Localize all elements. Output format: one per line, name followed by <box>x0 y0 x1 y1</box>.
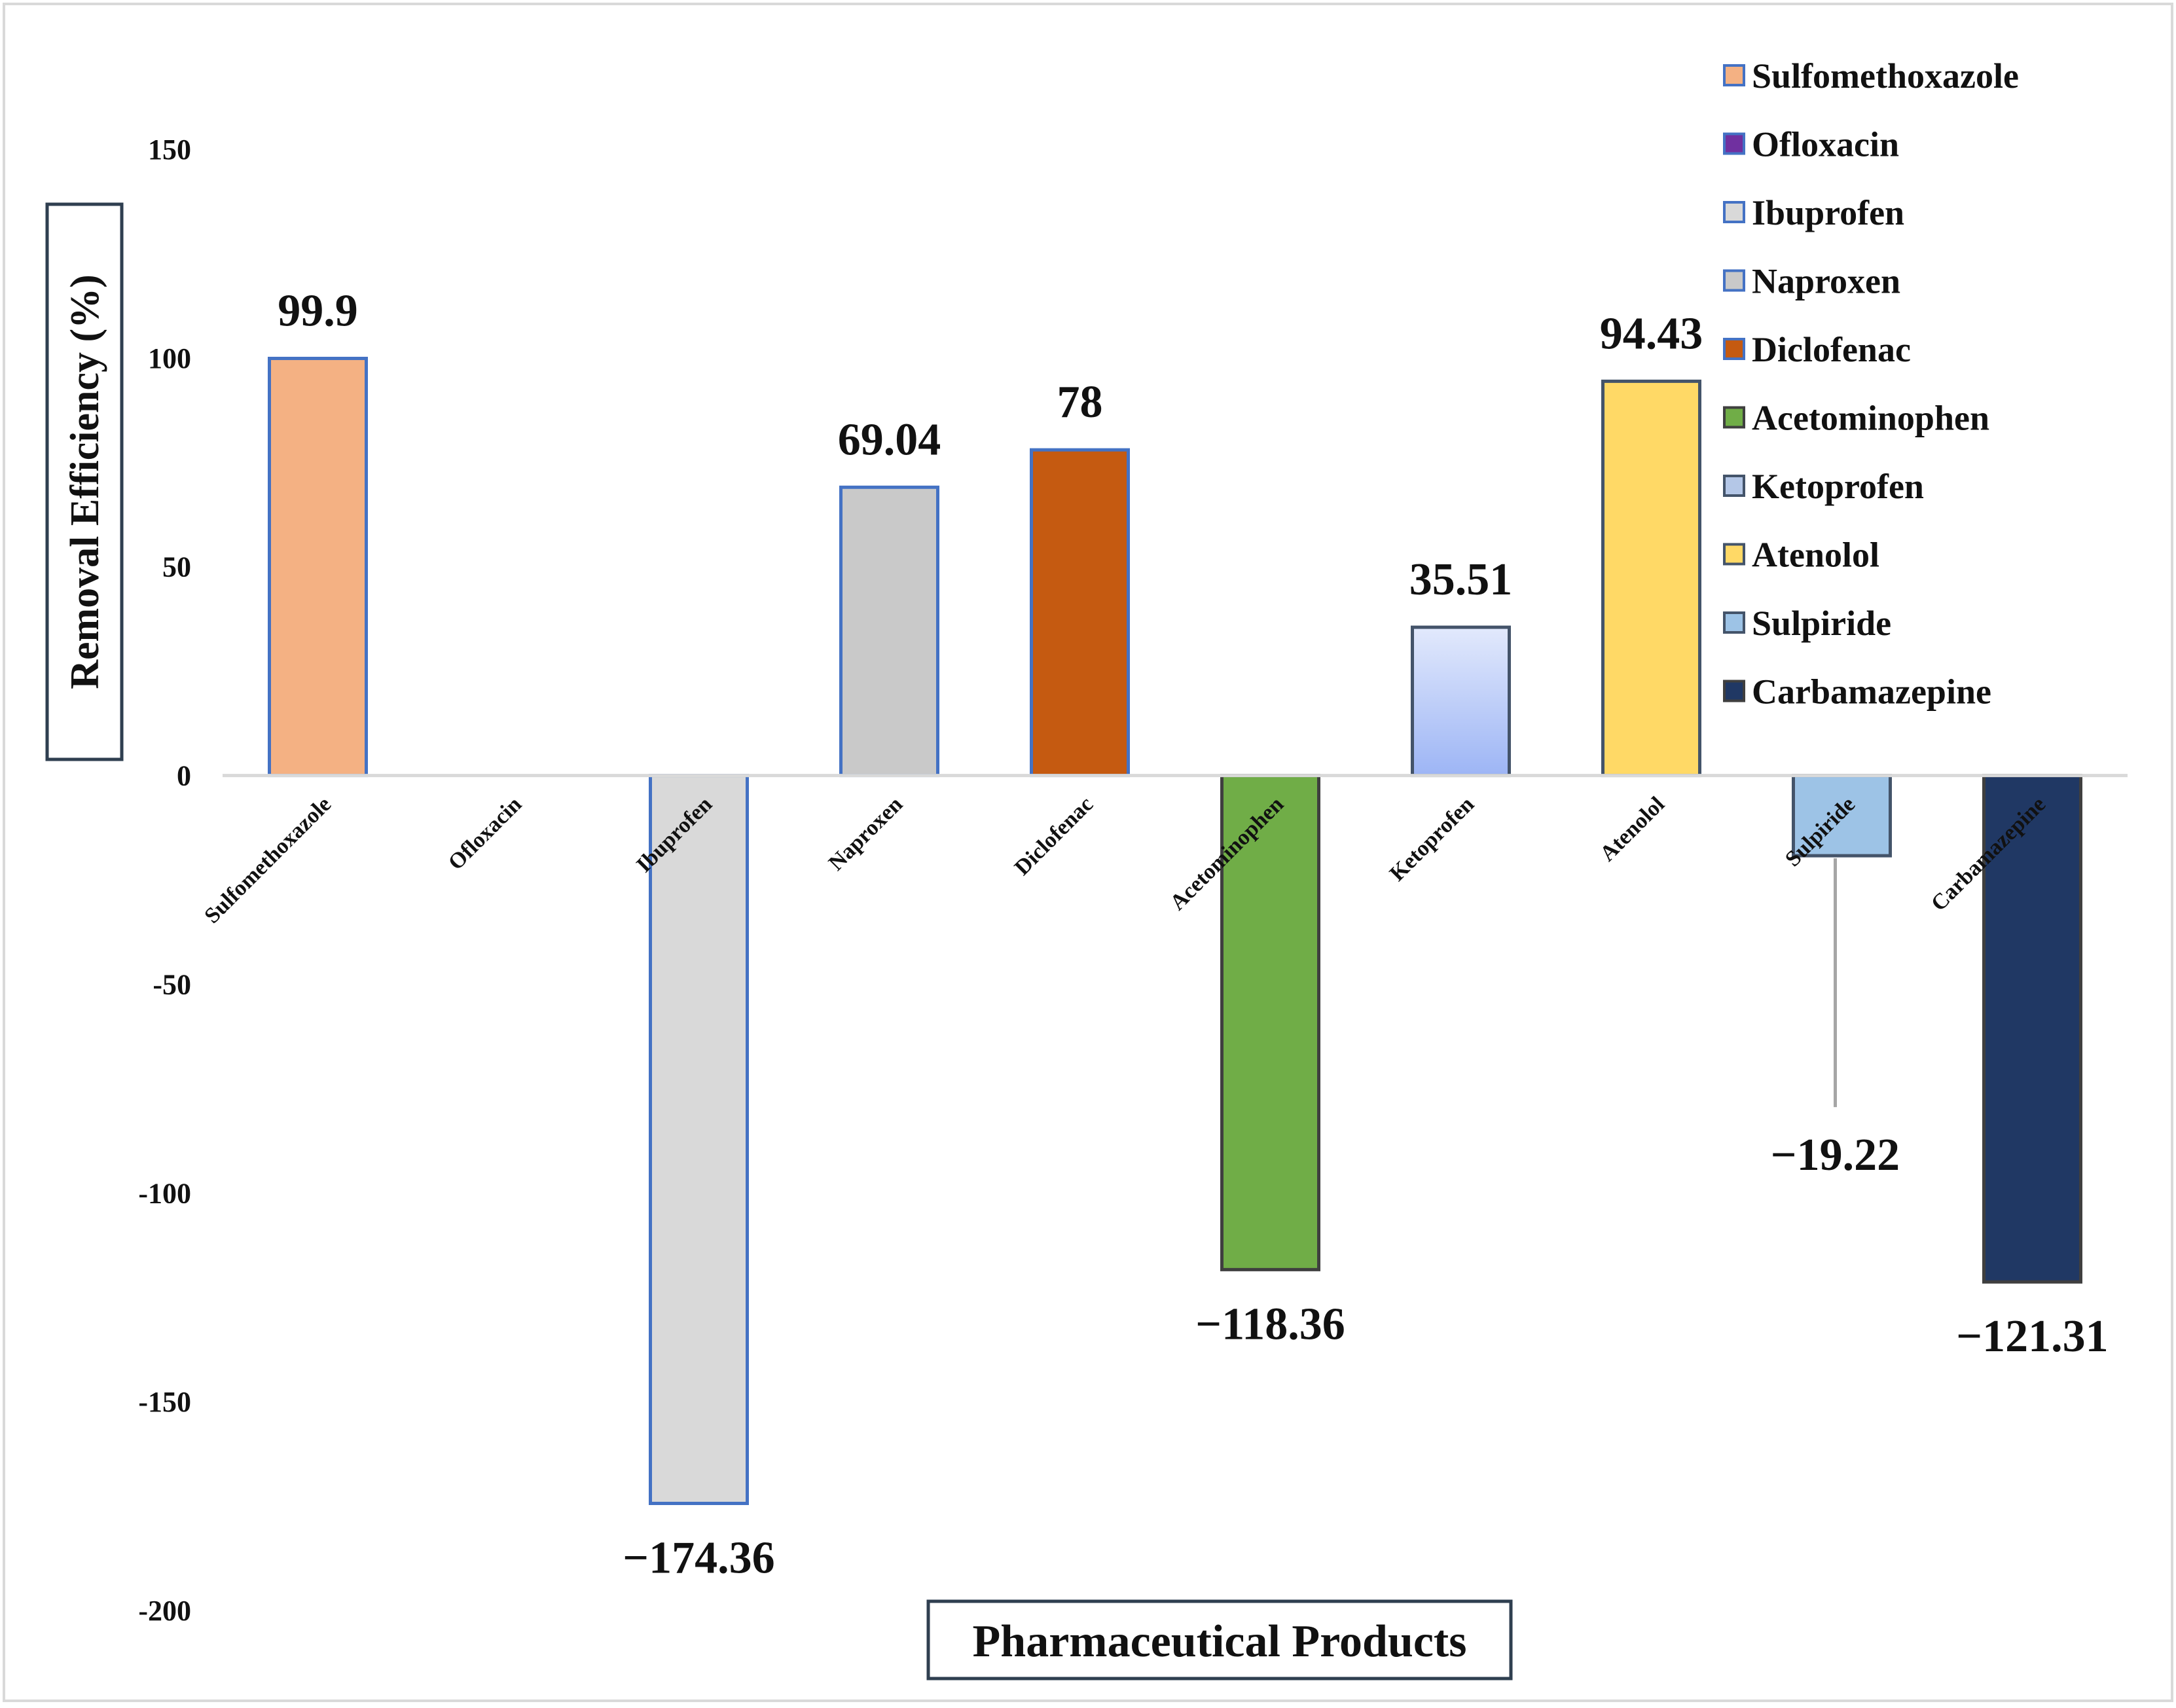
y-axis-title-box: Removal Efficiency (%) <box>45 202 124 761</box>
bars <box>268 356 2082 1505</box>
y-tick-label: -150 <box>138 1386 191 1418</box>
bar-diclofenac <box>1030 448 1130 778</box>
legend: Sulfomethoxazole Ofloxacin Ibuprofen Naprox… <box>1723 56 2019 712</box>
legend-swatch-ibuprofen <box>1723 201 1745 223</box>
y-tick-label: 100 <box>148 342 191 374</box>
data-label-naproxen: 69.04 <box>838 414 941 465</box>
y-tick-label: -100 <box>138 1177 191 1209</box>
data-labels: 99.9 −174.36 69.04 78 −118.36 35.51 94.43 −19.2… <box>278 285 2108 1583</box>
data-label-ketoprofen: 35.51 <box>1409 554 1513 605</box>
legend-label-atenolol: Atenolol <box>1752 536 1879 575</box>
bar-ketoprofen <box>1411 625 1511 778</box>
bar-atenolol <box>1601 379 1701 778</box>
bar-acetominophen <box>1220 774 1320 1271</box>
legend-swatch-sulfomethoxazole <box>1723 64 1745 86</box>
legend-label-sulpiride: Sulpiride <box>1752 604 1891 643</box>
x-axis-title-box: Pharmaceutical Products <box>926 1599 1513 1681</box>
data-label-acetominophen: −118.36 <box>1195 1299 1345 1349</box>
bar-sulfomethoxazole <box>268 356 368 778</box>
bar-carbamazepine <box>1982 774 2082 1284</box>
legend-label-acetominophen: Acetominophen <box>1752 399 1989 438</box>
legend-swatch-naproxen <box>1723 269 1745 292</box>
y-tick-label: 50 <box>162 551 191 583</box>
data-label-sulfomethoxazole: 99.9 <box>278 285 358 336</box>
legend-swatch-acetominophen <box>1723 406 1745 429</box>
data-label-atenolol: 94.43 <box>1600 308 1703 359</box>
legend-swatch-ketoprofen <box>1723 475 1745 497</box>
y-axis-title: Removal Efficiency (%) <box>63 274 107 689</box>
y-axis: 150 100 50 0 -50 -100 -150 -200 <box>138 134 191 1627</box>
legend-label-naproxen: Naproxen <box>1752 262 1900 301</box>
data-label-sulpiride: −19.22 <box>1771 1130 1900 1180</box>
legend-label-ofloxacin: Ofloxacin <box>1752 125 1899 164</box>
legend-swatch-diclofenac <box>1723 338 1745 360</box>
y-tick-label: -200 <box>138 1595 191 1627</box>
x-axis-title: Pharmaceutical Products <box>973 1616 1467 1667</box>
legend-label-carbamazepine: Carbamazepine <box>1752 672 1991 712</box>
bar-ibuprofen <box>649 774 749 1505</box>
legend-swatch-ofloxacin <box>1723 132 1745 155</box>
legend-swatch-atenolol <box>1723 543 1745 566</box>
legend-label-diclofenac: Diclofenac <box>1752 330 1911 369</box>
legend-label-ibuprofen: Ibuprofen <box>1752 193 1904 232</box>
legend-label-ketoprofen: Ketoprofen <box>1752 467 1924 506</box>
y-tick-label: -50 <box>153 968 191 1000</box>
data-label-diclofenac: 78 <box>1057 377 1103 427</box>
data-label-ibuprofen: −174.36 <box>623 1533 774 1583</box>
data-label-carbamazepine: −121.31 <box>1956 1311 2108 1362</box>
legend-label-sulfomethoxazole: Sulfomethoxazole <box>1752 56 2019 96</box>
legend-swatch-carbamazepine <box>1723 680 1745 702</box>
y-tick-label: 150 <box>148 134 191 166</box>
legend-swatch-sulpiride <box>1723 611 1745 634</box>
bar-naproxen <box>839 485 939 778</box>
y-tick-label: 0 <box>177 760 191 792</box>
